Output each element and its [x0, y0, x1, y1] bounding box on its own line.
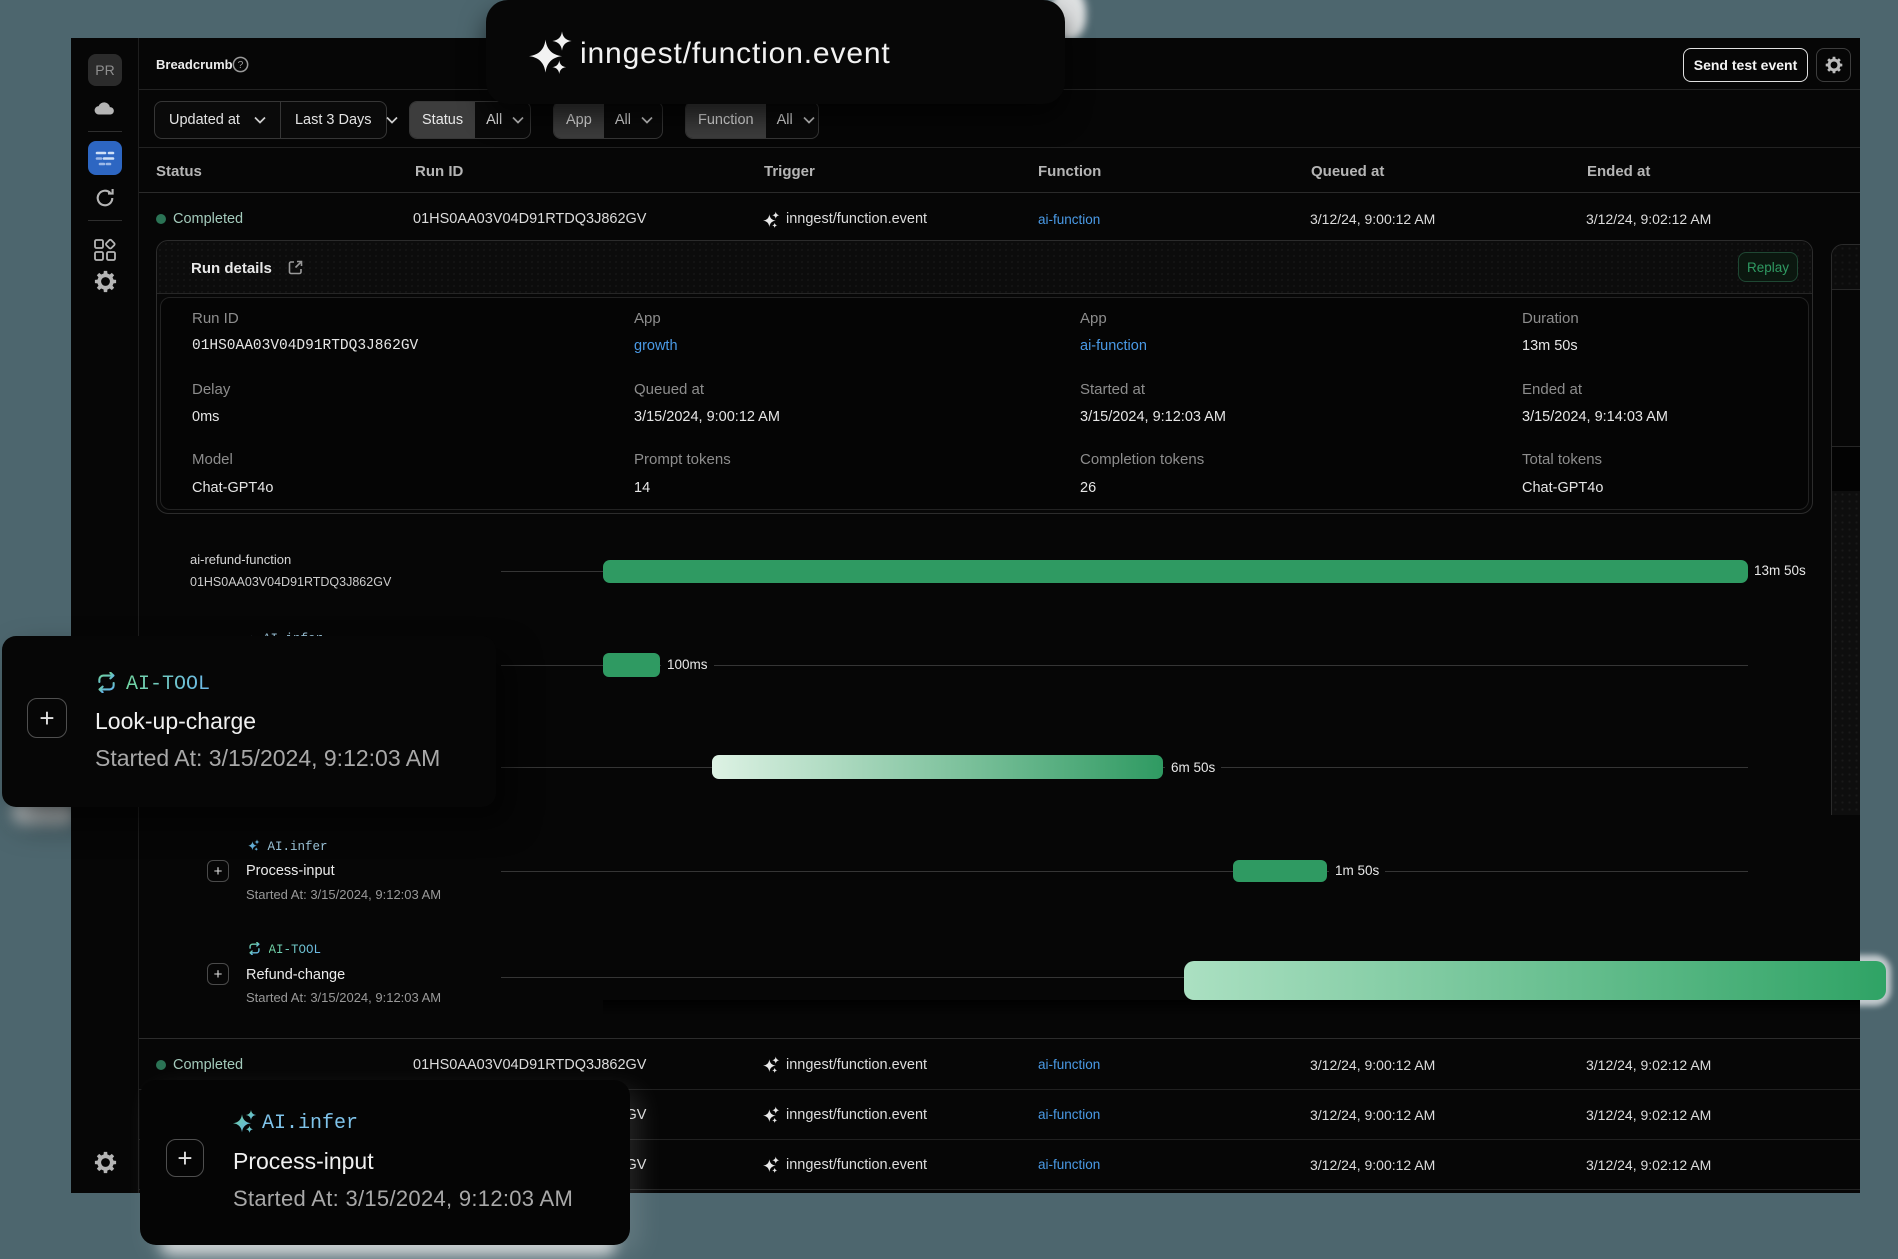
svg-text:?: ? [238, 60, 244, 71]
